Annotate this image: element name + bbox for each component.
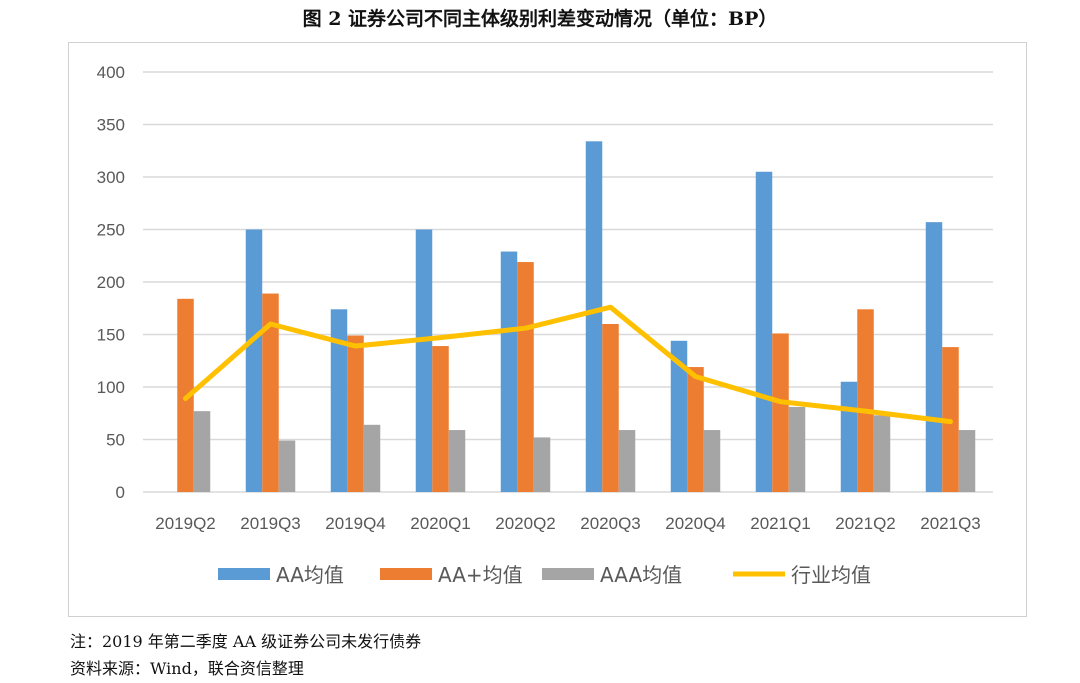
bar-AAA均值 <box>958 430 976 492</box>
x-tick-label: 2020Q4 <box>665 514 726 533</box>
y-tick-label: 350 <box>97 116 125 135</box>
bar-AAA均值 <box>363 424 381 492</box>
y-tick-label: 0 <box>116 483 125 502</box>
y-tick-label: 50 <box>106 431 125 450</box>
chart-title: 图 2 证券公司不同主体级别利差变动情况（单位：BP） <box>302 8 778 30</box>
bar-AA+均值 <box>347 335 364 492</box>
y-tick-label: 250 <box>97 221 125 240</box>
x-tick-label: 2020Q2 <box>495 514 556 533</box>
source-note: 资料来源：Wind，联合资信整理 <box>70 659 304 678</box>
bar-AA均值 <box>585 141 603 493</box>
bar-AAA均值 <box>533 437 551 492</box>
x-tick-label: 2019Q3 <box>240 514 301 533</box>
legend-label: 行业均值 <box>791 563 871 587</box>
y-tick-label: 200 <box>97 273 125 292</box>
bar-AAA均值 <box>703 430 721 492</box>
legend-label: AA+均值 <box>438 563 523 587</box>
bar-AA+均值 <box>517 262 534 492</box>
x-tick-label: 2021Q1 <box>750 514 811 533</box>
bar-AA+均值 <box>432 346 449 492</box>
legend-label: AA均值 <box>276 563 344 587</box>
footnote: 注：2019 年第二季度 AA 级证券公司未发行债券 <box>70 632 422 651</box>
bar-AAA均值 <box>618 430 636 492</box>
bar-AA均值 <box>670 340 688 492</box>
legend-swatch <box>542 568 594 580</box>
bar-AAA均值 <box>788 406 806 492</box>
bar-AAA均值 <box>278 440 296 492</box>
bar-AA均值 <box>925 222 943 492</box>
line-行业均值 <box>183 304 953 425</box>
bar-AA+均值 <box>602 324 619 492</box>
bar-AAA均值 <box>448 430 466 492</box>
bar-AA均值 <box>500 251 518 492</box>
x-tick-label: 2021Q3 <box>920 514 981 533</box>
bar-AA均值 <box>330 309 348 492</box>
legend-swatch <box>380 568 432 580</box>
bar-AAA均值 <box>873 415 891 492</box>
bar-AAA均值 <box>193 411 211 492</box>
bar-AA均值 <box>415 229 433 492</box>
x-tick-label: 2021Q2 <box>835 514 896 533</box>
bar-AA+均值 <box>857 309 874 492</box>
legend-label: AAA均值 <box>600 563 682 587</box>
bar-AA+均值 <box>772 333 789 492</box>
bar-AA均值 <box>755 171 773 492</box>
y-tick-label: 150 <box>97 326 125 345</box>
x-tick-label: 2019Q4 <box>325 514 386 533</box>
bar-AA均值 <box>245 229 263 492</box>
chart-frame <box>68 42 1027 617</box>
bar-AA+均值 <box>687 367 704 492</box>
bar-AA均值 <box>840 381 858 492</box>
bar-AA+均值 <box>262 293 279 492</box>
x-tick-label: 2020Q3 <box>580 514 641 533</box>
y-tick-label: 300 <box>97 168 125 187</box>
x-tick-label: 2019Q2 <box>155 514 216 533</box>
y-tick-label: 100 <box>97 378 125 397</box>
legend-swatch <box>218 568 270 580</box>
x-tick-label: 2020Q1 <box>410 514 471 533</box>
y-tick-label: 400 <box>97 63 125 82</box>
